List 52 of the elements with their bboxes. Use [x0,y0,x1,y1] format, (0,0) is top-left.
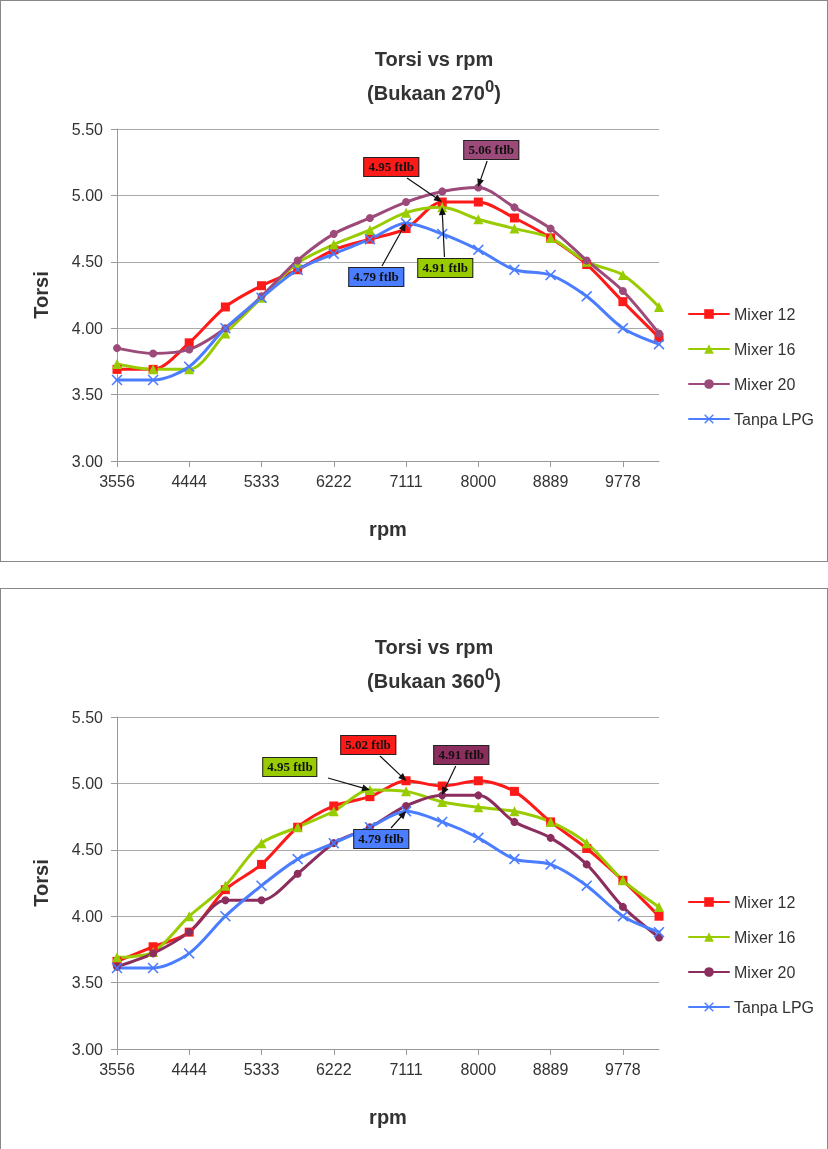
x-tick-label: 9778 [605,472,641,490]
x-tick-label: 5333 [243,1060,280,1078]
x-tick-label: 3556 [99,1060,135,1078]
y-tick-label: 5.50 [71,708,104,726]
y-tick-label: 4.00 [71,907,104,925]
annotation: 4.79 ftlb [348,267,404,288]
annotation: 4.95 ftlb [363,157,419,178]
legend-label: Tanpa LPG [734,998,815,1016]
x-tick-label: 6222 [315,472,352,490]
annotation: 4.95 ftlb [262,757,318,778]
x-tick-label: 8889 [532,472,569,490]
legend-label: Tanpa LPG [734,410,815,428]
legend-label: Mixer 20 [734,375,796,393]
annotation: 4.79 ftlb [353,829,409,850]
y-tick-label: 4.50 [71,253,104,271]
legend-label: Mixer 16 [734,340,796,358]
x-axis-title: rpm [369,518,407,540]
chart-subtitle: (Bukaan 270$^{0}$) [366,76,502,106]
y-tick-label: 3.00 [71,1040,104,1058]
x-tick-label: 8889 [532,1060,569,1078]
y-axis-title: Torsi [30,859,52,907]
x-tick-label: 4444 [171,1060,208,1078]
chart-title: Torsi vs rpm [373,635,495,660]
y-tick-label: 5.00 [71,774,104,792]
x-tick-label: 7111 [389,472,423,490]
y-tick-label: 5.50 [71,120,104,138]
x-axis-title: rpm [369,1106,407,1128]
y-tick-label: 4.50 [71,841,104,859]
x-tick-label: 6222 [315,1060,352,1078]
x-tick-label: 8000 [460,472,497,490]
chart-title: Torsi vs rpm [373,47,495,72]
annotation: 5.02 ftlb [340,734,396,755]
y-axis-title: Torsi [30,271,52,319]
x-tick-label: 4444 [171,472,208,490]
x-tick-label: 3556 [99,472,135,490]
annotation: 4.91 ftlb [417,258,473,279]
x-tick-label: 8000 [460,1060,497,1078]
legend-label: Mixer 12 [734,893,796,911]
y-tick-label: 4.00 [71,319,104,337]
annotation: 4.91 ftlb [433,745,489,766]
y-tick-label: 3.00 [71,452,104,470]
y-tick-label: 5.00 [71,186,104,204]
legend-label: Mixer 16 [734,928,796,946]
legend-label: Mixer 12 [734,305,796,323]
legend-label: Mixer 20 [734,963,796,981]
annotation: 5.06 ftlb [463,140,520,161]
x-tick-label: 7111 [389,1060,423,1078]
y-tick-label: 3.50 [71,386,104,404]
x-tick-label: 5333 [243,472,280,490]
x-tick-label: 9778 [605,1060,641,1078]
chart-subtitle: (Bukaan 360$^{0}$) [366,664,502,694]
y-tick-label: 3.50 [71,974,104,992]
